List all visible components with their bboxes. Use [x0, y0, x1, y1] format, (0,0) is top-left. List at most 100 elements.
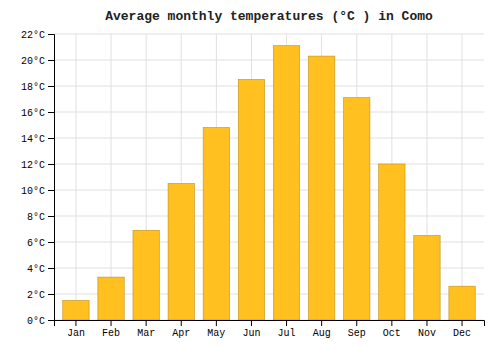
tick: 8°C [27, 212, 54, 223]
tick: 4°C [27, 264, 54, 275]
tick-mark [48, 242, 54, 243]
tick: 14°C [21, 134, 54, 145]
plot-area [63, 46, 475, 320]
tick-label: 4°C [27, 264, 45, 275]
grid-line [54, 86, 484, 87]
tick-mark [462, 320, 463, 326]
bar [133, 230, 159, 320]
chart-container: 0°C 2°C 4°C 6°C 8°C 10°C 12°C 14°C 16°C 18°C 20°C 2… [0, 0, 500, 350]
tick-mark [48, 86, 54, 87]
axis-line [48, 35, 55, 321]
grid-line [54, 112, 484, 113]
tick-label: Jan [67, 328, 85, 339]
grid-line [462, 34, 463, 320]
tick: Jan [67, 320, 85, 339]
tick-label: 0°C [27, 316, 45, 327]
tick-label: 2°C [27, 290, 45, 301]
tick: 10°C [21, 186, 54, 197]
tick-mark [356, 320, 357, 326]
tick-label: 20°C [21, 56, 45, 67]
bar [98, 277, 124, 320]
tick-label: Dec [453, 328, 471, 339]
bar [449, 286, 475, 320]
tick: 16°C [21, 108, 54, 119]
bar [168, 184, 194, 321]
tick-label: 14°C [21, 134, 45, 145]
tick-label: 12°C [21, 160, 45, 171]
tick-label: Jul [278, 328, 296, 339]
tick: 6°C [27, 238, 54, 249]
grid-line [54, 34, 484, 35]
tick-label: Jun [242, 328, 260, 339]
tick: 22°C [21, 30, 54, 41]
tick-label: 22°C [21, 30, 45, 41]
tick-mark [48, 216, 54, 217]
bar [238, 80, 264, 321]
tick-label: Apr [172, 328, 190, 339]
bar [63, 301, 89, 321]
tick: Dec [453, 320, 471, 339]
tick: 18°C [21, 82, 54, 93]
tick: Mar [137, 320, 155, 339]
tick-mark [286, 320, 287, 326]
grid-line [75, 34, 76, 320]
bar [308, 56, 334, 320]
tick: Oct [383, 320, 401, 339]
tick-mark [181, 320, 182, 326]
tick-mark [48, 138, 54, 139]
bar [414, 236, 440, 321]
tick-mark [48, 60, 54, 61]
bar [379, 164, 405, 320]
tick: May [207, 320, 225, 339]
tick-label: Feb [102, 328, 120, 339]
y-axis: 0°C 2°C 4°C 6°C 8°C 10°C 12°C 14°C 16°C 18°C 20°C 2… [21, 30, 55, 327]
bar [273, 46, 299, 320]
tick-mark [391, 320, 392, 326]
tick-mark [48, 294, 54, 295]
grid-line [54, 60, 484, 61]
tick-label: 8°C [27, 212, 45, 223]
axis-line [55, 321, 485, 327]
tick-mark [48, 112, 54, 113]
tick: Sep [348, 320, 366, 339]
tick: Nov [418, 320, 436, 339]
tick-mark [111, 320, 112, 326]
tick-mark [48, 268, 54, 269]
tick-mark [75, 320, 76, 326]
tick-label: Oct [383, 328, 401, 339]
tick-mark [48, 320, 54, 321]
tick: Aug [313, 320, 331, 339]
tick-label: Nov [418, 328, 436, 339]
grid-line [54, 190, 484, 191]
grid-line [54, 164, 484, 165]
bar [344, 98, 370, 320]
grid-line [54, 216, 484, 217]
tick-label: 18°C [21, 82, 45, 93]
tick-label: Mar [137, 328, 155, 339]
grid-line [54, 138, 484, 139]
tick-mark [426, 320, 427, 326]
tick: 20°C [21, 56, 54, 67]
tick: Apr [172, 320, 190, 339]
tick-label: 16°C [21, 108, 45, 119]
tick: 2°C [27, 290, 54, 301]
tick: 0°C [27, 316, 54, 327]
tick-mark [48, 190, 54, 191]
tick-mark [251, 320, 252, 326]
x-axis: Jan Feb Mar Apr May Jun Jul Aug Sep Oct Nov Dec [55, 320, 485, 339]
tick-label: Sep [348, 328, 366, 339]
chart: 0°C 2°C 4°C 6°C 8°C 10°C 12°C 14°C 16°C 18°C 20°C 2… [0, 0, 500, 350]
tick-mark [146, 320, 147, 326]
tick: Feb [102, 320, 120, 339]
bar [203, 128, 229, 320]
tick-label: 10°C [21, 186, 45, 197]
grid [54, 34, 484, 320]
tick-label: 6°C [27, 238, 45, 249]
tick: Jun [242, 320, 260, 339]
tick-mark [48, 34, 54, 35]
tick-mark [321, 320, 322, 326]
tick-mark [48, 164, 54, 165]
title: Average monthly temperatures (°C ) in Co… [105, 9, 433, 24]
tick: Jul [278, 320, 296, 339]
tick: 12°C [21, 160, 54, 171]
